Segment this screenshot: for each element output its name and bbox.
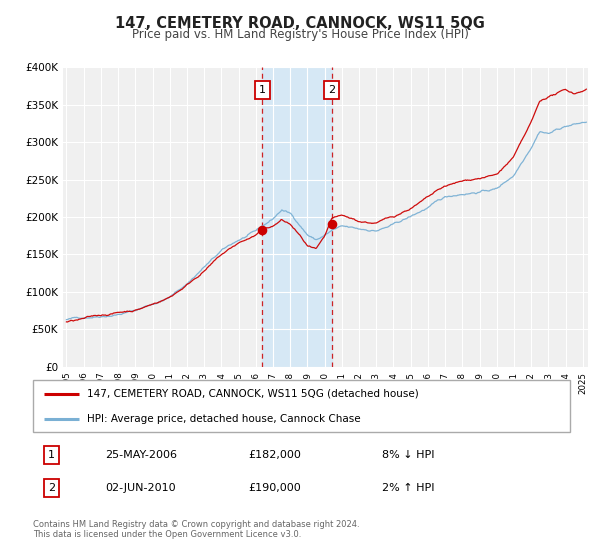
Text: Contains HM Land Registry data © Crown copyright and database right 2024.
This d: Contains HM Land Registry data © Crown c… [33, 520, 359, 539]
Point [257, 226, 267, 235]
Text: 8% ↓ HPI: 8% ↓ HPI [382, 450, 434, 460]
Text: 147, CEMETERY ROAD, CANNOCK, WS11 5QG (detached house): 147, CEMETERY ROAD, CANNOCK, WS11 5QG (d… [87, 389, 418, 399]
Text: Price paid vs. HM Land Registry's House Price Index (HPI): Price paid vs. HM Land Registry's House … [131, 28, 469, 41]
Text: 2% ↑ HPI: 2% ↑ HPI [382, 483, 434, 493]
Text: 25-MAY-2006: 25-MAY-2006 [106, 450, 178, 460]
Text: HPI: Average price, detached house, Cannock Chase: HPI: Average price, detached house, Cann… [87, 414, 361, 424]
Text: 2: 2 [48, 483, 55, 493]
Text: 1: 1 [259, 85, 266, 95]
Text: 1: 1 [48, 450, 55, 460]
Bar [262, 67, 332, 367]
Text: 147, CEMETERY ROAD, CANNOCK, WS11 5QG: 147, CEMETERY ROAD, CANNOCK, WS11 5QG [115, 16, 485, 31]
Text: £190,000: £190,000 [248, 483, 301, 493]
FancyBboxPatch shape [33, 380, 570, 432]
Text: 2: 2 [328, 85, 335, 95]
Text: 02-JUN-2010: 02-JUN-2010 [106, 483, 176, 493]
Point [327, 220, 337, 229]
Text: £182,000: £182,000 [248, 450, 301, 460]
